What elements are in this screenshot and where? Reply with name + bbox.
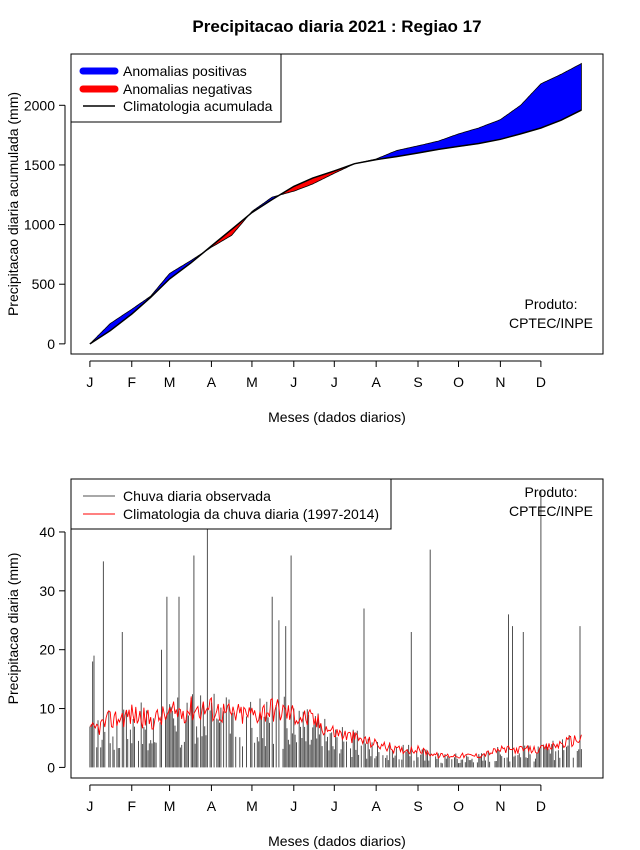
observed-daily-bars xyxy=(89,490,582,768)
x-tick-label: M xyxy=(246,374,258,390)
legend-label: Anomalias negativas xyxy=(123,81,252,97)
x-tick-label: F xyxy=(127,798,136,814)
x-tick-label: A xyxy=(371,374,381,390)
daily-precipitation-chart: J F M A M J J A S O N D Meses (dados diarios) 0 10 20 30… xyxy=(5,478,604,849)
y-tick-label: 0 xyxy=(47,336,55,352)
climatology-daily-line xyxy=(89,696,582,759)
x-tick-label: A xyxy=(371,798,381,814)
x-tick-label: J xyxy=(331,798,338,814)
x-tick-label: O xyxy=(453,374,464,390)
x-tick-label: F xyxy=(127,374,136,390)
x-tick-label: A xyxy=(207,798,217,814)
legend: Anomalias positivas Anomalias negativasCl… xyxy=(70,53,282,123)
x-tick-label: S xyxy=(413,798,422,814)
x-tick-label: J xyxy=(290,374,297,390)
x-tick-label: A xyxy=(207,374,217,390)
product-label: Produto: xyxy=(525,296,578,312)
y-tick-label: 1000 xyxy=(24,217,55,233)
y-tick-label: 10 xyxy=(39,701,55,717)
x-tick-label: M xyxy=(164,798,176,814)
legend-label: Climatologia da chuva diaria (1997-2014) xyxy=(123,506,379,522)
positive-anomaly-area xyxy=(354,62,582,165)
x-tick-label: M xyxy=(164,374,176,390)
y-tick-label: 1500 xyxy=(24,157,55,173)
climatology-cumulative-line xyxy=(89,109,582,345)
x-tick-label: S xyxy=(413,374,422,390)
y-tick-label: 0 xyxy=(47,759,55,775)
y-tick-label: 500 xyxy=(32,276,56,292)
x-tick-label: N xyxy=(495,374,505,390)
x-axis-label: Meses (dados diarios) xyxy=(268,833,406,849)
x-tick-label: J xyxy=(86,374,93,390)
product-source: CPTEC/INPE xyxy=(509,315,593,331)
y-tick-label: 40 xyxy=(39,524,55,540)
x-tick-label: J xyxy=(290,798,297,814)
product-source: CPTEC/INPE xyxy=(509,503,593,519)
product-label: Produto: xyxy=(525,484,578,500)
plot-frame xyxy=(70,53,604,355)
legend: Chuva diaria observada Climatologia da ch… xyxy=(70,478,392,530)
legend-box xyxy=(70,478,392,530)
y-tick-label: 20 xyxy=(39,642,55,658)
x-tick-label: J xyxy=(86,798,93,814)
legend-label: Chuva diaria observada xyxy=(123,488,271,504)
x-axis-label: Meses (dados diarios) xyxy=(268,409,406,425)
x-tick-label: J xyxy=(331,374,338,390)
x-tick-label: D xyxy=(536,374,546,390)
y-axis-label: Precipitacao diaria acumulada (mm) xyxy=(5,92,21,316)
y-axis-label: Precipitacao diaria (mm) xyxy=(5,553,21,705)
x-tick-label: M xyxy=(246,798,258,814)
y-tick-label: 2000 xyxy=(24,97,55,113)
x-tick-label: D xyxy=(536,798,546,814)
figure-title: Precipitacao diaria 2021 : Regiao 17 xyxy=(192,17,481,36)
x-tick-label: N xyxy=(495,798,505,814)
y-tick-label: 30 xyxy=(39,583,55,599)
cumulative-precipitation-chart: J F M A M J J A S O N D Meses (dados diarios) 0 500 100… xyxy=(5,53,604,425)
x-tick-label: O xyxy=(453,798,464,814)
legend-label: Climatologia acumulada xyxy=(123,98,273,114)
legend-label: Anomalias positivas xyxy=(123,63,247,79)
